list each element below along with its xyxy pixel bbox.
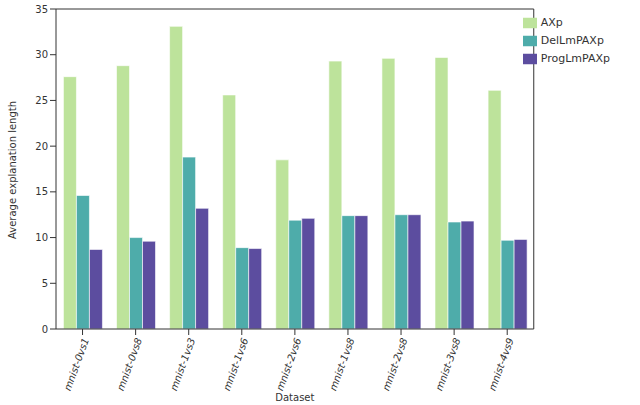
svg-text:mnist-2vs6: mnist-2vs6	[274, 336, 303, 392]
html-text:ProgLmPAXp: ProgLmPAXp	[540, 52, 610, 65]
svg-text:mnist-1vs8: mnist-1vs8	[327, 336, 356, 392]
svg-text:0: 0	[42, 324, 48, 335]
svg-text:Dataset: Dataset	[275, 392, 314, 403]
svg-text:25: 25	[35, 95, 48, 106]
svg-text:mnist-0vs8: mnist-0vs8	[115, 336, 144, 392]
svg-text:35: 35	[35, 4, 48, 15]
svg-text:mnist-1vs3: mnist-1vs3	[168, 336, 197, 392]
html-text:AXp: AXp	[540, 16, 563, 29]
svg-text:5: 5	[42, 278, 48, 289]
svg-text:20: 20	[35, 141, 48, 152]
html-text:DelLmPAXp: DelLmPAXp	[540, 34, 604, 47]
svg-text:30: 30	[35, 49, 48, 60]
svg-text:10: 10	[35, 232, 48, 243]
svg-text:mnist-2vs8: mnist-2vs8	[380, 336, 409, 392]
svg-text:mnist-4vs9: mnist-4vs9	[486, 336, 515, 392]
svg-text:mnist-0vs1: mnist-0vs1	[62, 336, 91, 392]
svg-text:15: 15	[35, 186, 48, 197]
svg-text:mnist-1vs6: mnist-1vs6	[221, 336, 250, 392]
svg-text:mnist-3vs8: mnist-3vs8	[433, 336, 462, 392]
svg-text:Average explanation length: Average explanation length	[8, 101, 18, 239]
